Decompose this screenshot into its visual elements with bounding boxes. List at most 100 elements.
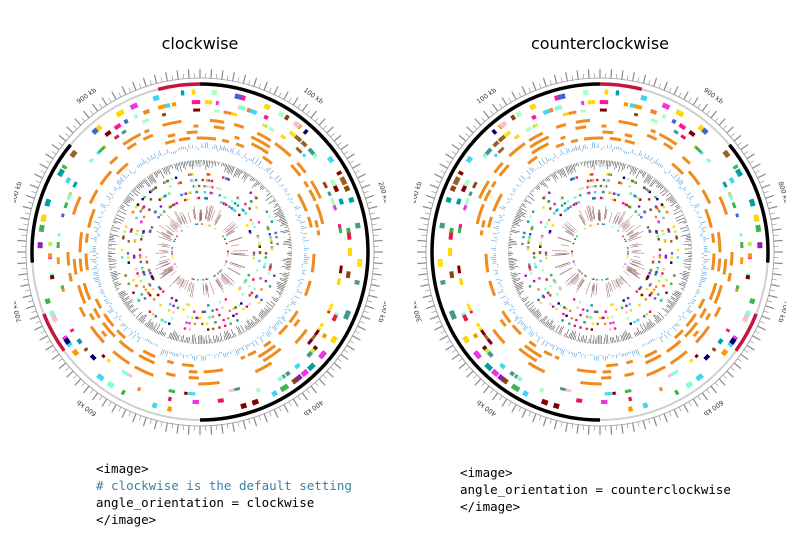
- orange-segment: [685, 313, 697, 328]
- histogram-bar: [641, 331, 644, 334]
- tick-mark: [365, 305, 375, 310]
- dot-marker: [126, 252, 130, 255]
- blue-bar: [289, 198, 293, 201]
- blue-bar: [502, 206, 506, 209]
- histogram-bar: [514, 218, 522, 222]
- feature-track: [437, 89, 763, 412]
- feature-block: [283, 114, 290, 121]
- histogram-bar: [109, 235, 114, 238]
- blue-bar: [549, 158, 552, 161]
- histogram-bar: [636, 331, 640, 336]
- dot-marker: [270, 220, 274, 223]
- blue-bar: [568, 351, 570, 355]
- histogram-bar: [511, 272, 521, 277]
- histogram-bar: [511, 224, 515, 227]
- tick-mark: [539, 83, 542, 89]
- tick-mark: [29, 315, 39, 320]
- tick-mark: [40, 170, 46, 174]
- inner-label-mark: [225, 230, 233, 236]
- inner-label-mark: [619, 277, 624, 284]
- feature-block: [725, 328, 731, 333]
- dot-marker: [521, 242, 524, 246]
- inner-label-mark: [627, 237, 635, 241]
- dot-marker: [142, 206, 145, 209]
- inner-label-mark: [607, 281, 612, 292]
- dot-marker: [182, 192, 186, 196]
- orange-segment: [235, 142, 245, 149]
- dot-marker: [255, 196, 258, 200]
- blue-bar: [294, 206, 301, 211]
- tick-mark: [51, 353, 60, 361]
- tick-mark: [111, 91, 117, 100]
- dot-marker: [613, 198, 617, 202]
- tick-mark: [481, 382, 486, 387]
- histogram-bar: [235, 326, 241, 335]
- histogram-bar: [247, 319, 254, 328]
- tick-label: 800 kb: [776, 180, 786, 204]
- feature-block: [49, 274, 55, 280]
- blue-bar: [104, 209, 107, 211]
- orange-segment: [669, 350, 688, 365]
- dot-marker: [658, 248, 662, 251]
- dot-marker: [627, 205, 631, 208]
- dot-marker: [649, 269, 652, 272]
- blue-bar: [270, 176, 273, 180]
- feature-block: [513, 373, 519, 379]
- dot-marker: [211, 309, 214, 312]
- ideogram-arc: [30, 143, 72, 263]
- inner-dot: [611, 226, 614, 228]
- dot-marker: [263, 265, 266, 269]
- histogram-bar: [633, 332, 637, 337]
- blue-bar: [540, 166, 542, 169]
- feature-block: [711, 347, 717, 352]
- tick-mark: [499, 395, 503, 401]
- dot-marker: [158, 198, 162, 201]
- dot-marker: [575, 318, 578, 322]
- histogram-bar: [675, 204, 680, 207]
- dot-marker: [648, 294, 652, 297]
- dot-marker: [183, 198, 187, 202]
- histogram-bar: [518, 208, 522, 211]
- tick-mark: [139, 83, 142, 89]
- tick-mark: [553, 74, 558, 84]
- tick-mark: [326, 370, 334, 378]
- feature-track: [37, 89, 363, 412]
- dot-marker: [606, 173, 609, 176]
- inner-label-mark: [227, 225, 239, 234]
- inner-label-mark: [577, 277, 584, 287]
- tick-mark: [39, 163, 48, 169]
- feature-block: [301, 153, 307, 158]
- dot-marker: [589, 173, 592, 176]
- dot-marker: [215, 308, 219, 311]
- dot-marker: [164, 194, 168, 197]
- histogram-bar: [532, 189, 534, 191]
- orange-segment: [68, 272, 73, 282]
- dot-marker: [593, 191, 597, 194]
- tick-mark: [372, 273, 382, 276]
- tick-mark: [730, 133, 735, 138]
- histogram-bar: [667, 298, 676, 306]
- histogram-bar: [514, 282, 524, 287]
- dot-marker: [252, 251, 256, 254]
- inner-label-mark: [630, 245, 639, 248]
- dot-marker: [258, 243, 261, 247]
- blue-bar: [287, 198, 290, 200]
- orange-segment: [508, 142, 526, 158]
- histogram-bar: [574, 335, 577, 341]
- tick-mark: [771, 278, 777, 281]
- dot-marker: [552, 279, 556, 282]
- dot-marker: [269, 263, 273, 266]
- dot-marker: [656, 293, 660, 296]
- blue-bar: [659, 164, 662, 168]
- blue-bar: [106, 302, 110, 305]
- blue-bar: [289, 303, 292, 306]
- histogram-bar: [676, 217, 686, 222]
- feature-block: [538, 387, 545, 393]
- histogram-bar: [146, 321, 152, 328]
- histogram-bar: [138, 183, 143, 189]
- dot-marker: [203, 184, 206, 188]
- histogram-bar: [108, 260, 117, 262]
- blue-bar: [626, 352, 628, 356]
- blue-bar: [252, 162, 254, 165]
- blue-bar: [494, 273, 499, 275]
